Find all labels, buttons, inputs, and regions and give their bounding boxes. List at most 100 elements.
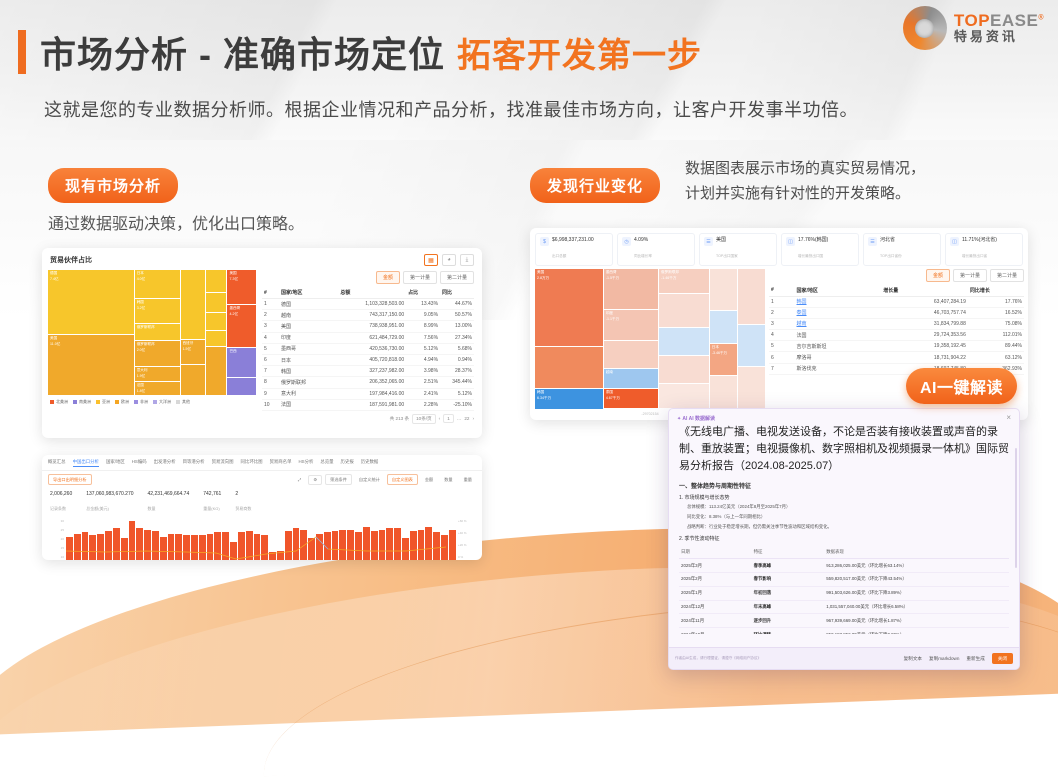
cell-country[interactable]: 斯洛伐克	[794, 363, 882, 375]
table-row[interactable]: 5 墨西哥 420,536,730.00 5.12% 5.68%	[262, 343, 474, 355]
bar[interactable]	[292, 528, 300, 560]
treemap-icon[interactable]: ▦	[424, 254, 438, 266]
treemap-cell[interactable]: 俄罗斯联邦 -1.46千万	[659, 268, 709, 293]
treemap-cell[interactable]	[180, 270, 206, 339]
metric-amount[interactable]: 金额	[424, 476, 434, 482]
treemap-cell[interactable]	[603, 341, 659, 369]
kpi-card[interactable]: $ $6,998,337,231.00 出口总额	[535, 233, 613, 266]
bar[interactable]	[362, 526, 370, 560]
cell-country[interactable]: 德国	[278, 298, 339, 311]
analysis-tab[interactable]: HS分析	[298, 459, 314, 464]
treemap-cell[interactable]	[709, 375, 737, 409]
cell-country[interactable]: 法国	[794, 329, 882, 342]
treemap-cell[interactable]	[206, 313, 227, 331]
treemap-cell[interactable]: 韩国 6.34千万	[535, 389, 603, 409]
treemap-cell[interactable]: 日本 -3.46千万	[709, 344, 737, 375]
tab-second-measure[interactable]: 第二计量	[989, 268, 1024, 282]
table-row[interactable]: 3 美国 738,938,951.00 8.99% 13.00%	[262, 320, 474, 333]
tab-first-measure[interactable]: 第一计量	[952, 268, 987, 282]
treemap-cell[interactable]	[659, 384, 709, 409]
bar[interactable]	[112, 528, 120, 560]
bar[interactable]	[159, 536, 167, 560]
bar[interactable]	[417, 529, 425, 560]
treemap-cell[interactable]	[709, 310, 737, 344]
table-row[interactable]: 1 德国 1,103,328,503.00 13.43% 44.67%	[262, 298, 474, 311]
bar[interactable]	[269, 552, 276, 560]
bar[interactable]	[206, 533, 214, 560]
cell-country[interactable]: 美国	[278, 320, 339, 333]
filter-button[interactable]: 筛选条件	[325, 474, 352, 485]
analysis-tab[interactable]: 目等港分析	[182, 459, 205, 464]
bar[interactable]	[300, 529, 308, 560]
treemap-cell[interactable]: 巴西	[227, 347, 256, 377]
analysis-tab[interactable]: HS编码	[131, 459, 147, 464]
next-page-icon[interactable]: ›	[472, 416, 474, 422]
bar[interactable]	[81, 532, 89, 560]
page-size-select[interactable]: 10条/页	[412, 413, 436, 424]
table-row[interactable]: 2 越南 743,317,150.00 9.05% 50.57%	[262, 309, 474, 322]
settings-icon[interactable]: ⚙	[308, 474, 323, 485]
cell-country[interactable]: 越南	[794, 318, 882, 331]
pie-icon[interactable]: ◕	[442, 254, 456, 266]
kpi-card[interactable]: ☰ 美国 TOP出口国家	[699, 233, 777, 266]
treemap-cell[interactable]: 美国 2.8万万	[535, 268, 603, 346]
table-row[interactable]: 8 俄罗斯联邦 206,352,065.00 2.51% 345.44%	[262, 376, 474, 389]
bar[interactable]	[394, 528, 401, 560]
tab-first-measure[interactable]: 第一计量	[402, 271, 437, 284]
bar[interactable]	[151, 531, 159, 560]
treemap-cell[interactable]: 法国 1.8亿	[134, 381, 180, 395]
table-row[interactable]: 6 日本 405,720,818.00 4.94% 0.94%	[262, 354, 474, 367]
copy-text-button[interactable]: 复制文本	[903, 655, 923, 661]
bar[interactable]	[370, 531, 378, 560]
cell-country[interactable]: 印度	[278, 332, 339, 344]
treemap-cell[interactable]	[659, 327, 709, 355]
regenerate-button[interactable]: 重新生成	[966, 655, 985, 661]
cell-country[interactable]: 韩国	[278, 365, 339, 378]
bar[interactable]	[425, 526, 433, 560]
bar[interactable]	[144, 529, 151, 560]
bar[interactable]	[105, 531, 112, 560]
bar[interactable]	[308, 538, 315, 560]
cell-country[interactable]: 日本	[278, 354, 339, 367]
right-treemap-chart[interactable]: 美国 2.8万万 韩国 6.34千万 墨西哥 -1.5千万 印度 -1.1千万 越南 泰…	[535, 268, 766, 409]
table-row[interactable]: 1 韩国 63,407,284.19 17.76%	[769, 296, 1024, 308]
custom-stat-button[interactable]: 自定义统计	[358, 476, 380, 482]
cell-country[interactable]: 俄罗斯联邦	[278, 376, 339, 389]
treemap-cell[interactable]	[737, 324, 766, 367]
treemap-cell[interactable]	[737, 367, 766, 409]
bar[interactable]	[66, 536, 73, 560]
treemap-cell[interactable]: 美国 7.3亿	[227, 270, 256, 305]
bar[interactable]	[331, 531, 339, 560]
custom-chart-button[interactable]: 自定义图表	[386, 474, 418, 485]
bar[interactable]	[284, 531, 292, 560]
bar[interactable]	[120, 538, 128, 560]
cell-country[interactable]: 韩国	[794, 296, 882, 308]
bar[interactable]	[339, 529, 347, 560]
table-row[interactable]: 10 法国 187,591,981.00 2.28% -25.10%	[262, 399, 474, 411]
analysis-tab[interactable]: 概览汇总	[48, 459, 66, 464]
treemap-cell[interactable]: 德国 7.4亿	[48, 270, 134, 335]
cell-country[interactable]: 法国	[278, 399, 339, 411]
treemap-chart[interactable]: 德国 7.4亿 美国 11.0亿 日本 4.0亿 韩国 3.2亿 俄罗斯联邦 俄罗斯联邦…	[48, 270, 256, 395]
table-row[interactable]: 4 法国 29,724,353.56 112.01%	[769, 329, 1024, 342]
treemap-cell[interactable]: 俄罗斯联邦 2.0亿	[134, 340, 180, 367]
bar[interactable]	[128, 521, 136, 560]
bar[interactable]	[89, 535, 97, 560]
treemap-cell[interactable]	[206, 346, 227, 395]
cell-country[interactable]: 意大利	[278, 388, 339, 400]
treemap-cell[interactable]: 墨西哥 4.2亿	[227, 305, 256, 347]
treemap-cell[interactable]	[659, 293, 709, 327]
analysis-tab[interactable]: 国家/地区	[105, 459, 125, 464]
tab-amount[interactable]: 金额	[375, 271, 400, 284]
kpi-card[interactable]: ☰ 河北省 TOP出口省份	[863, 233, 941, 266]
bar[interactable]	[355, 532, 362, 560]
analysis-tab[interactable]: 出发港分析	[153, 459, 176, 464]
treemap-cell[interactable]: 泰国 4.67千万	[603, 389, 659, 409]
bar[interactable]	[191, 535, 198, 560]
bar[interactable]	[136, 528, 144, 560]
treemap-cell[interactable]: 墨西哥 -1.5千万	[603, 268, 659, 310]
treemap-cell[interactable]: 越南	[603, 369, 659, 389]
bar[interactable]	[441, 535, 448, 560]
close-button[interactable]: 关闭	[991, 653, 1013, 664]
table-row[interactable]: 4 印度 621,484,729.00 7.56% 27.34%	[262, 332, 474, 344]
